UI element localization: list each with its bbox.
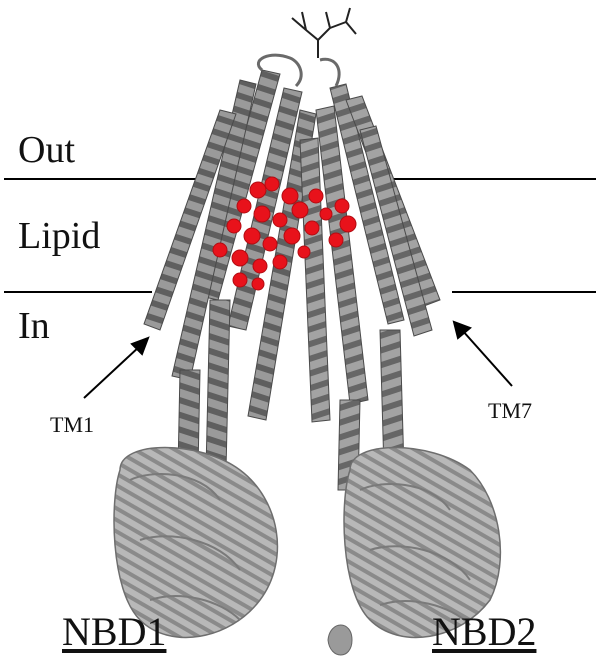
nbd2-label: NBD2 xyxy=(432,609,537,654)
membrane-lines xyxy=(4,178,596,293)
out-region-label: Out xyxy=(18,129,75,171)
tm1-arrowhead xyxy=(130,336,150,356)
ligand-atoms xyxy=(212,176,357,291)
annotation-arrows xyxy=(83,320,513,399)
in-region-label: In xyxy=(18,305,50,347)
tmd-right-helices xyxy=(299,83,441,491)
tm1-label: TM1 xyxy=(50,412,94,437)
lipid-region-label: Lipid xyxy=(18,215,101,257)
nbd1-domain xyxy=(113,446,279,639)
tm7-arrow xyxy=(461,329,513,387)
tmd-left-helices xyxy=(143,69,317,471)
nbd1-label: NBD1 xyxy=(62,609,167,654)
glycan-sticks xyxy=(291,7,357,58)
extracellular-loops xyxy=(257,53,341,88)
tm1-arrow xyxy=(83,345,141,399)
tm7-label: TM7 xyxy=(488,398,532,423)
nbd2-domain xyxy=(327,446,502,656)
tm7-arrowhead xyxy=(452,320,472,340)
